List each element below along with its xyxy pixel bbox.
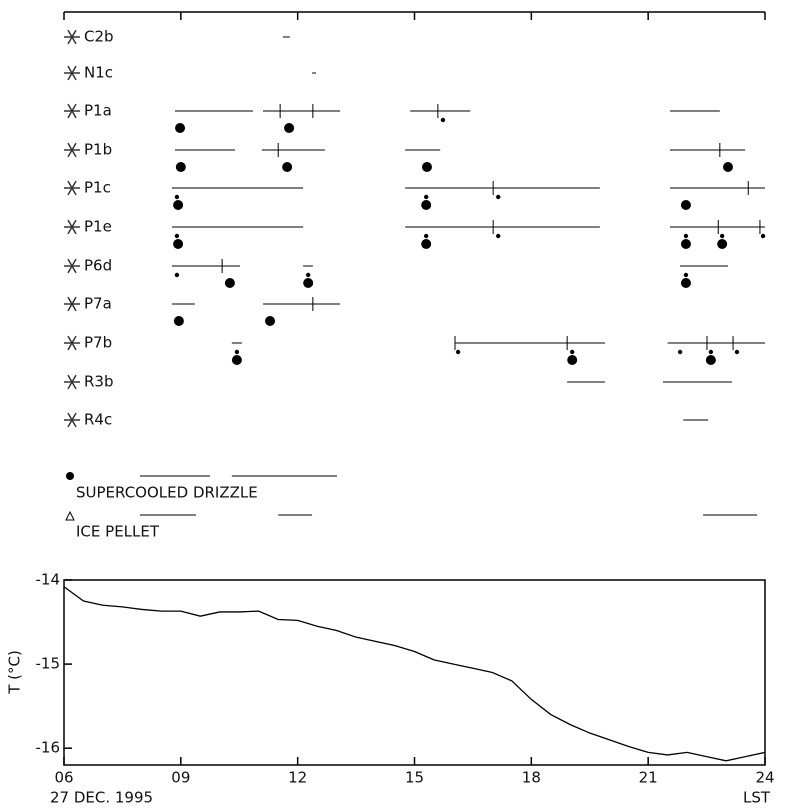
small-dot [677, 349, 683, 355]
small-dot [423, 233, 429, 239]
large-dot [567, 355, 578, 365]
small-dot [423, 194, 429, 200]
icon-stroke [67, 103, 77, 119]
small-dot [719, 233, 725, 239]
large-dot [717, 239, 728, 249]
row-label: P1a [84, 102, 112, 120]
small-dot [683, 272, 689, 278]
row-label: SUPERCOOLED DRIZZLE [76, 484, 258, 502]
x-tick-label: 21 [639, 769, 658, 787]
row-label: P7a [84, 295, 112, 313]
icon-stroke [67, 219, 77, 235]
y-axis-label: T (°C) [6, 650, 24, 695]
large-dot [173, 239, 184, 249]
large-dot [265, 316, 276, 326]
row-label: P1e [84, 218, 112, 236]
icon-stroke [67, 412, 77, 428]
large-dot [680, 200, 691, 210]
icon-stroke [67, 296, 77, 312]
icon-stroke [67, 258, 77, 274]
crystal-icon [64, 374, 80, 390]
large-dot [705, 355, 716, 365]
x-tick-label: 12 [288, 769, 307, 787]
row-label: P1b [84, 141, 112, 159]
small-dot [683, 233, 689, 239]
row-label: ICE PELLET [76, 523, 160, 541]
plot-frame [63, 579, 766, 766]
crystal-icon [64, 296, 80, 312]
small-dot [708, 349, 714, 355]
icon-stroke [67, 335, 77, 351]
date-label: 27 DEC. 1995 [50, 789, 153, 807]
row-label: N1c [84, 64, 113, 82]
crystal-icon [64, 103, 80, 119]
small-dot [174, 272, 180, 278]
x-tick-label: 09 [171, 769, 190, 787]
crystal-icon [64, 258, 80, 274]
x-tick-label: 06 [54, 769, 73, 787]
small-dot [570, 349, 575, 355]
large-dot [303, 278, 314, 288]
x-tick-label: 15 [405, 769, 424, 787]
row-label: R4c [84, 411, 112, 429]
crystal-icon [64, 65, 80, 81]
row-label: P1c [84, 179, 111, 197]
small-dot [174, 233, 180, 239]
small-dot [734, 349, 740, 355]
large-dot [284, 123, 295, 133]
small-dot [234, 349, 240, 355]
row-label: C2b [84, 28, 114, 46]
large-dot [173, 200, 184, 210]
large-dot [175, 123, 186, 133]
icon-stroke [67, 29, 77, 45]
small-dot [174, 194, 180, 200]
row-label: P6d [84, 257, 112, 275]
large-dot [282, 162, 293, 172]
crystal-icon [64, 29, 80, 45]
row-label: R3b [84, 373, 114, 391]
crystal-icon [64, 335, 80, 351]
crystal-icon [64, 142, 80, 158]
icon-stroke [67, 374, 77, 390]
y-tick-label: -16 [36, 739, 61, 757]
small-dot [496, 194, 501, 200]
small-dot [496, 233, 501, 239]
small-dot [440, 117, 446, 123]
large-dot [723, 162, 734, 172]
y-tick-label: -15 [36, 655, 61, 673]
small-dot [760, 233, 766, 239]
x-axis-label: LST [743, 789, 771, 807]
small-dot [455, 349, 461, 355]
large-dot [231, 355, 242, 365]
large-dot [421, 162, 432, 172]
large-dot [421, 239, 432, 249]
large-dot [175, 162, 186, 172]
crystal-icon [64, 180, 80, 196]
icon-stroke [67, 180, 77, 196]
large-dot [680, 278, 691, 288]
x-tick-label: 18 [522, 769, 541, 787]
small-dot [305, 272, 311, 278]
crystal-icon [64, 219, 80, 235]
large-dot [224, 278, 235, 288]
large-dot [421, 200, 432, 210]
crystal-icon [64, 412, 80, 428]
large-dot [680, 239, 691, 249]
temperature-line [63, 586, 766, 762]
row-label: P7b [84, 334, 112, 352]
icon-stroke [67, 65, 77, 81]
x-tick-label: 24 [755, 769, 774, 787]
large-dot [173, 316, 184, 326]
y-tick-label: -14 [36, 571, 61, 589]
pellet-icon [65, 510, 75, 521]
icon-stroke [67, 142, 77, 158]
drizzle-icon [66, 472, 74, 480]
